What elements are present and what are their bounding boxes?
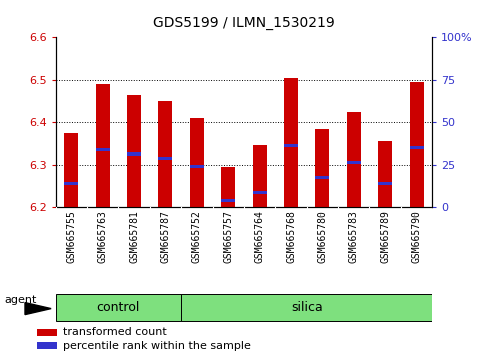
Bar <box>315 176 329 179</box>
Text: percentile rank within the sample: percentile rank within the sample <box>63 341 251 351</box>
Bar <box>347 161 361 164</box>
FancyBboxPatch shape <box>181 293 432 321</box>
Bar <box>378 182 392 185</box>
Bar <box>158 101 172 207</box>
Bar <box>64 182 78 185</box>
Text: GSM665783: GSM665783 <box>349 210 359 263</box>
Bar <box>315 129 329 207</box>
Text: GSM665752: GSM665752 <box>192 210 202 263</box>
Text: GSM665781: GSM665781 <box>129 210 139 263</box>
Bar <box>221 167 235 207</box>
Text: GSM665768: GSM665768 <box>286 210 296 263</box>
Bar <box>96 148 110 152</box>
Text: GSM665764: GSM665764 <box>255 210 265 263</box>
Bar <box>347 112 361 207</box>
Bar <box>96 84 110 207</box>
Bar <box>127 152 141 156</box>
Bar <box>190 118 204 207</box>
Bar <box>378 141 392 207</box>
Text: agent: agent <box>4 295 37 304</box>
Bar <box>253 145 267 207</box>
Text: GSM665787: GSM665787 <box>160 210 170 263</box>
Text: control: control <box>97 301 140 314</box>
Bar <box>37 342 57 349</box>
Bar <box>37 329 57 336</box>
Bar <box>190 165 204 169</box>
Bar <box>158 156 172 160</box>
Text: GSM665780: GSM665780 <box>317 210 327 263</box>
Text: GSM665757: GSM665757 <box>223 210 233 263</box>
Text: GSM665789: GSM665789 <box>380 210 390 263</box>
Bar <box>284 78 298 207</box>
Bar <box>127 95 141 207</box>
Text: GDS5199 / ILMN_1530219: GDS5199 / ILMN_1530219 <box>153 16 335 30</box>
Bar <box>284 144 298 147</box>
Text: transformed count: transformed count <box>63 327 167 337</box>
Text: silica: silica <box>291 301 323 314</box>
Text: GSM665763: GSM665763 <box>98 210 108 263</box>
Text: GSM665755: GSM665755 <box>66 210 76 263</box>
Bar <box>410 146 424 149</box>
Bar <box>410 82 424 207</box>
Bar <box>253 190 267 194</box>
Text: GSM665790: GSM665790 <box>412 210 422 263</box>
Bar <box>64 133 78 207</box>
FancyBboxPatch shape <box>56 293 181 321</box>
Bar <box>221 199 235 202</box>
Polygon shape <box>25 303 51 315</box>
